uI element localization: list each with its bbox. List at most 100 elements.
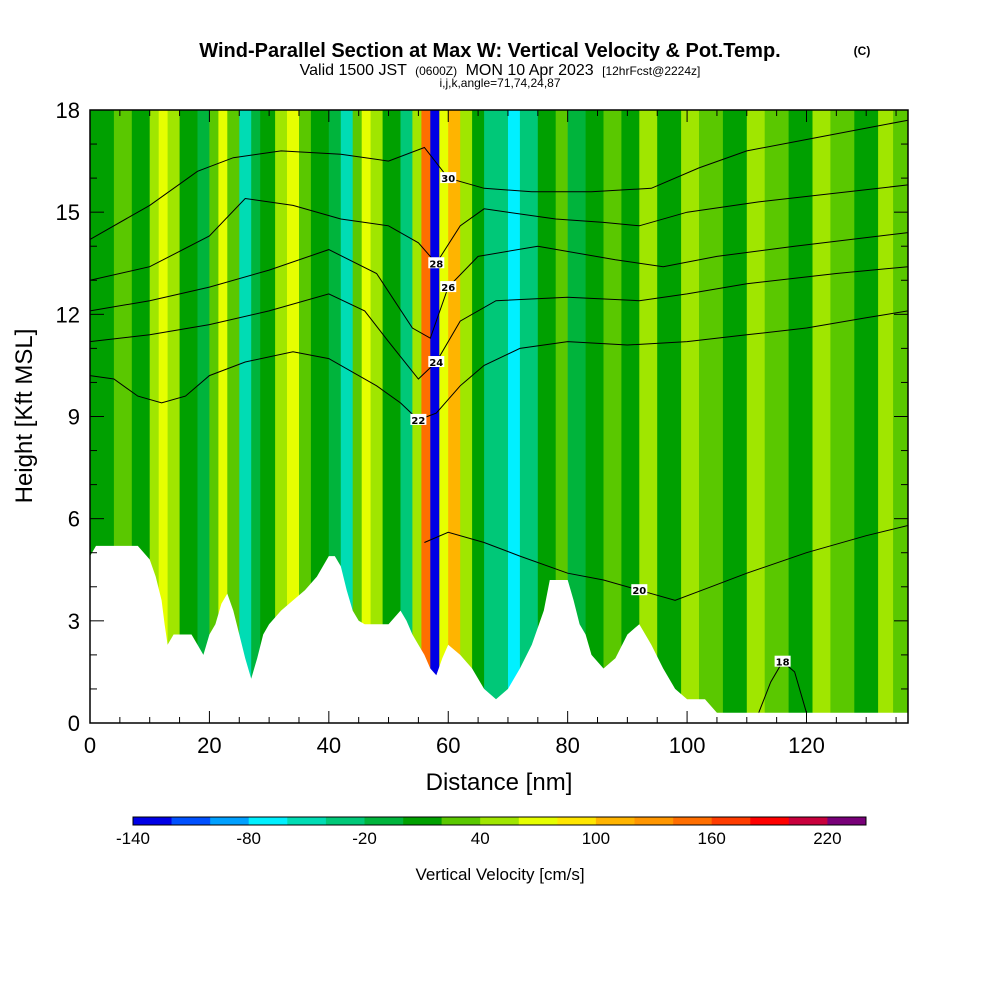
velocity-band	[699, 110, 724, 723]
colorbar-tick-label: -20	[352, 829, 377, 848]
x-tick-label: 60	[436, 733, 460, 758]
colorbar-swatch	[287, 817, 327, 825]
colorbar-frame	[132, 816, 867, 826]
colorbar-swatch	[441, 817, 481, 825]
y-tick-label: 12	[56, 302, 80, 327]
velocity-band	[722, 110, 748, 723]
colorbar-swatch	[788, 817, 828, 825]
theta-contour-label: 18	[774, 655, 791, 669]
velocity-band	[340, 110, 354, 723]
velocity-band	[472, 110, 485, 723]
x-tick-label: 120	[788, 733, 825, 758]
velocity-band	[400, 110, 413, 723]
colorbar-tick-label: 220	[813, 829, 841, 848]
velocity-band	[448, 110, 461, 723]
y-tick-label: 9	[68, 405, 80, 430]
velocity-band	[352, 110, 363, 723]
velocity-band	[657, 110, 682, 723]
forecast-tag: [12hrFcst@2224z]	[602, 64, 700, 78]
theta-contour-label: 26	[440, 281, 457, 294]
colorbar-swatch	[750, 817, 790, 825]
velocity-band	[382, 110, 402, 723]
colorbar-swatch	[673, 817, 712, 825]
velocity-band	[275, 110, 288, 723]
svg-text:30: 30	[441, 174, 455, 185]
velocity-band	[812, 110, 831, 723]
colorbar-swatch	[595, 817, 635, 825]
theta-contour-label: 20	[631, 584, 648, 597]
velocity-band	[251, 110, 261, 723]
colorbar-tick-label: -140	[116, 829, 150, 848]
y-tick-label: 3	[68, 609, 80, 634]
velocity-band	[370, 110, 384, 723]
colorbar-swatch	[325, 817, 365, 825]
colorbar-swatch	[171, 817, 211, 825]
colorbar-swatch	[557, 817, 597, 825]
colorbar-swatch	[133, 817, 172, 825]
x-tick-label: 20	[197, 733, 221, 758]
colorbar-swatch	[210, 817, 250, 825]
velocity-band	[439, 110, 449, 723]
grid-index-line: i,j,k,angle=71,74,24,87	[439, 76, 560, 90]
y-tick-label: 0	[68, 711, 80, 736]
plot-area: 18 20 22 24 26 28 30	[90, 110, 908, 723]
velocity-band	[746, 110, 766, 723]
velocity-band	[209, 110, 219, 723]
velocity-band	[218, 110, 228, 723]
velocity-band	[519, 110, 539, 723]
velocity-band	[878, 110, 894, 723]
valid-date: MON 10 Apr 2023	[466, 62, 594, 79]
x-tick-label: 40	[317, 733, 341, 758]
theta-contour-label: 24	[428, 356, 445, 369]
x-tick-label: 80	[555, 733, 579, 758]
colorbar-tick-label: 100	[582, 829, 610, 848]
svg-text:20: 20	[632, 586, 646, 597]
velocity-band	[361, 110, 372, 723]
y-tick-label: 15	[56, 200, 80, 225]
theta-contour-label: 30	[440, 172, 457, 185]
colorbar-tick-label: 40	[471, 829, 490, 848]
colorbar-swatch	[711, 817, 751, 825]
velocity-band	[639, 110, 658, 723]
colorbar-tick-label: -80	[236, 829, 261, 848]
velocity-band	[508, 110, 521, 723]
velocity-band	[854, 110, 879, 723]
velocity-band	[167, 110, 181, 723]
colorbar-label: Vertical Velocity [cm/s]	[415, 865, 584, 884]
theta-contour-22	[90, 310, 908, 421]
velocity-band	[158, 110, 169, 723]
theta-contour-label: 22	[410, 413, 427, 427]
valid-time-line: Valid 1500 JST (0600Z) MON 10 Apr 2023 […	[300, 62, 701, 79]
svg-text:22: 22	[411, 416, 425, 427]
velocity-band	[537, 110, 557, 723]
colorbar: -140 -80 -20 40 100 160 220	[116, 816, 867, 848]
velocity-band	[585, 110, 605, 723]
y-axis-ticks: 0 3 6 9 12 15 18	[56, 98, 908, 736]
velocity-band	[179, 110, 199, 723]
velocity-band	[260, 110, 276, 723]
x-tick-label: 0	[84, 733, 96, 758]
colorbar-swatch	[248, 817, 288, 825]
y-tick-label: 18	[56, 98, 80, 123]
x-axis-ticks: 0 20 40 60 80 100 120	[84, 110, 897, 758]
valid-prefix: Valid 1500 JST	[300, 62, 408, 79]
svg-text:28: 28	[429, 259, 443, 270]
terrain	[90, 545, 908, 723]
velocity-band	[621, 110, 640, 723]
svg-text:26: 26	[441, 283, 455, 294]
theta-contour-label: 28	[428, 257, 445, 270]
velocity-band	[484, 110, 509, 723]
colorbar-tick-label: 160	[698, 829, 726, 848]
velocity-band	[603, 110, 622, 723]
svg-text:18: 18	[776, 658, 790, 669]
valid-utc: (0600Z)	[415, 64, 457, 78]
velocity-band	[764, 110, 790, 723]
y-tick-label: 6	[68, 507, 80, 532]
y-axis-label: Height [Kft MSL]	[11, 329, 38, 504]
contour-labels: 18 20 22 24 26 28 30	[410, 172, 791, 669]
velocity-band	[239, 110, 252, 723]
velocity-band	[197, 110, 210, 723]
colorbar-swatch	[403, 817, 442, 825]
colorbar-swatch	[364, 817, 404, 825]
copyright-mark: (C)	[854, 44, 871, 58]
